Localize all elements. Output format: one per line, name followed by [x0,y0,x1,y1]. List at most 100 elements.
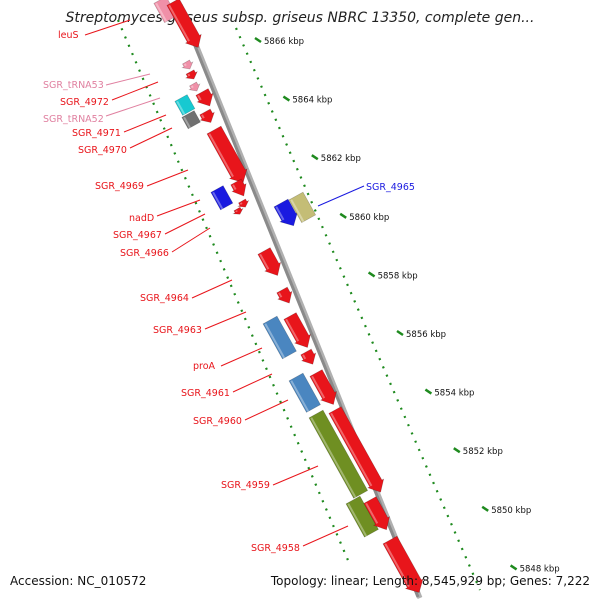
gene-label-text: SGR_4965 [366,182,415,193]
gene-sgr-4964-shape [257,247,282,276]
gene-sgr-4972 [184,69,198,80]
gene-sgr-4965b [288,191,317,224]
gene-label-text: leuS [58,30,79,41]
leader-line [129,127,173,149]
gene-sgr-4961-shape [288,372,321,413]
leader-line [105,97,161,117]
gene-sgr-4970-shape [199,108,215,123]
gene-label-text: SGR_4958 [251,543,300,554]
gene-sgr-4965b-highlight [290,199,305,223]
gene-sgr-4966-highlight [235,210,238,213]
tick-mark [339,212,347,219]
gene-sgr-4971-shape [181,110,201,130]
backbone [176,3,423,599]
tick-mark [367,271,376,278]
leader-line [191,279,233,299]
gene-sgr-trna53 [181,59,194,70]
gene-sgr-4970-a-highlight [197,94,202,101]
gene-label-text: SGR_4961 [181,388,230,399]
gene-label-sgr-4960: SGR_4960 [193,399,289,427]
gene-label-text: SGR_tRNA52 [43,114,104,125]
gene-sgr-trna52-highlight [190,85,194,89]
tick-mark [311,154,319,161]
tick-mark [396,329,404,337]
gene-sgr-4967-shape [237,198,250,208]
gene-sgr-4972-shape [184,69,198,80]
gene-sgr-4961a-shape [300,348,317,365]
features [153,0,424,593]
gene-sgr-4959-shape [308,409,369,499]
gene-label-text: SGR_4966 [120,248,169,259]
gene-label-sgr-4965: SGR_4965 [317,182,415,207]
leader-line [164,213,206,235]
gene-label-text: SGR_tRNA53 [43,80,104,91]
gene-sgr-4963a-shape [276,286,293,304]
gene-sgr-4961a-highlight [302,354,307,360]
gene-sgr-4965-highlight [275,206,285,221]
tick-mark [254,36,262,44]
leader-line [232,373,273,393]
gene-sgr-4970-highlight [201,114,205,119]
gene-sgr-4969b-highlight [232,184,237,191]
tick-mark [453,447,461,454]
gene-sgr-4958b-highlight [365,502,379,524]
gene-label-sgr-4972: SGR_4972 [60,81,159,108]
gene-sgr-4957-highlight [384,543,410,588]
gene-sgr-4961a [300,348,317,365]
tick-mark [481,505,489,512]
gene-label-sgr-4969: SGR_4969 [95,169,189,192]
gene-leuS [166,0,202,48]
gene-sgr-4959b [328,406,385,493]
leader-line [123,114,167,133]
gene-sgr-4971-cyan-highlight [176,100,186,115]
tick-label: 5854 kbp [434,389,474,399]
gene-sgr-4957-shape [382,535,424,593]
gene-sgr-trna53-highlight [183,63,187,67]
topology-text: Topology: linear; Length: 8,545,929 bp; … [270,574,590,588]
gene-sgr-4970 [199,108,215,123]
gene-sgr-4969 [206,125,248,183]
gene-sgr-4972-highlight [187,73,191,77]
tick-label: 5866 kbp [264,37,304,47]
gene-label-text: SGR_4967 [113,230,162,241]
gene-sgr-4963-highlight [264,323,286,359]
gene-sgr-4965b-shape [288,191,317,224]
gene-proA-highlight [285,318,300,342]
gene-nadD-highlight [212,191,224,210]
gene-sgr-4957 [382,535,424,593]
gene-sgr-4958-shape [345,495,379,538]
gene-label-sgr-4961: SGR_4961 [181,373,273,399]
gene-sgr-4971-cyan-shape [174,94,196,116]
gene-label-sgr-4966: SGR_4966 [120,227,211,259]
leader-line [156,199,201,217]
gene-leuS-shape [166,0,202,48]
backbone-line [176,3,420,598]
leader-line [204,311,247,330]
gene-label-text: SGR_4963 [153,325,202,336]
gene-sgr-4958b-shape [363,496,390,531]
gene-sgr-4959 [308,409,369,499]
tick-label: 5852 kbp [463,447,503,457]
gene-label-text: SGR_4970 [78,145,127,156]
ruler: 5866 kbp 5864 kbp 5862 kbp 5860 kbp 5858 kbp… [116,19,560,591]
gene-sgr-4966 [232,206,244,215]
leader-line [105,73,151,86]
gene-sgr-4971 [181,110,201,130]
gene-sgr-4971-highlight [183,116,191,129]
gene-label-sgr-4971: SGR_4971 [72,114,167,139]
tick-label: 5864 kbp [292,96,332,106]
gene-nadD [210,185,234,211]
gene-sgr-trna52-shape [188,81,201,92]
gene-sgr-4963 [262,315,297,360]
gene-sgr-4959-highlight [310,417,357,498]
tick-label: 5858 kbp [378,271,418,281]
accession-text: Accession: NC_010572 [10,574,147,588]
leader-line [220,347,263,367]
tick-label: 5856 kbp [406,330,446,340]
gene-label-text: SGR_4971 [72,128,121,139]
gene-sgr-4958 [345,495,379,538]
gene-label-sgr-trna53: SGR_tRNA53 [43,73,151,91]
leader-line [244,399,289,421]
gene-label-leus: leuS [58,19,131,41]
gene-sgr-4959b-highlight [330,412,373,487]
